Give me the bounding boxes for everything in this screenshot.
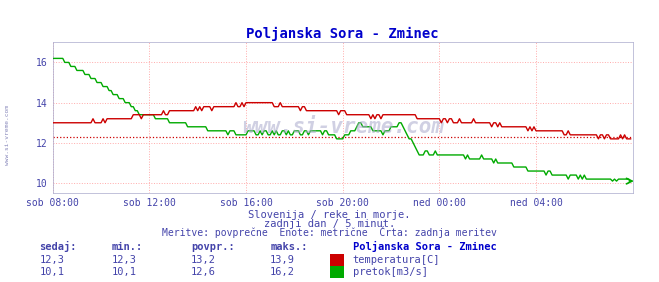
Bar [330, 266, 344, 278]
Text: Meritve: povprečne  Enote: metrične  Črta: zadnja meritev: Meritve: povprečne Enote: metrične Črta:… [162, 226, 497, 238]
Text: maks.:: maks.: [270, 243, 308, 252]
Bar [330, 254, 344, 266]
Text: pretok[m3/s]: pretok[m3/s] [353, 267, 428, 277]
Text: 10,1: 10,1 [112, 267, 137, 277]
Text: 13,2: 13,2 [191, 255, 216, 265]
Text: Poljanska Sora - Zminec: Poljanska Sora - Zminec [353, 241, 496, 252]
Text: 10,1: 10,1 [40, 267, 65, 277]
Text: 12,3: 12,3 [40, 255, 65, 265]
Text: 13,9: 13,9 [270, 255, 295, 265]
Text: 12,6: 12,6 [191, 267, 216, 277]
Title: Poljanska Sora - Zminec: Poljanska Sora - Zminec [246, 27, 439, 41]
Text: Slovenija / reke in morje.: Slovenija / reke in morje. [248, 210, 411, 220]
Text: povpr.:: povpr.: [191, 243, 235, 252]
Text: 12,3: 12,3 [112, 255, 137, 265]
Text: min.:: min.: [112, 243, 143, 252]
Text: temperatura[C]: temperatura[C] [353, 255, 440, 265]
Text: www.si-vreme.com: www.si-vreme.com [5, 105, 11, 165]
Text: zadnji dan / 5 minut.: zadnji dan / 5 minut. [264, 219, 395, 229]
Text: sedaj:: sedaj: [40, 241, 77, 252]
Text: www.si-vreme.com: www.si-vreme.com [242, 117, 444, 137]
Text: 16,2: 16,2 [270, 267, 295, 277]
